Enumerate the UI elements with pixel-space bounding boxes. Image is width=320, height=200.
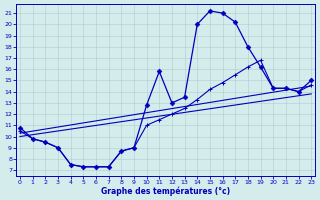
X-axis label: Graphe des températures (°c): Graphe des températures (°c) (101, 186, 230, 196)
